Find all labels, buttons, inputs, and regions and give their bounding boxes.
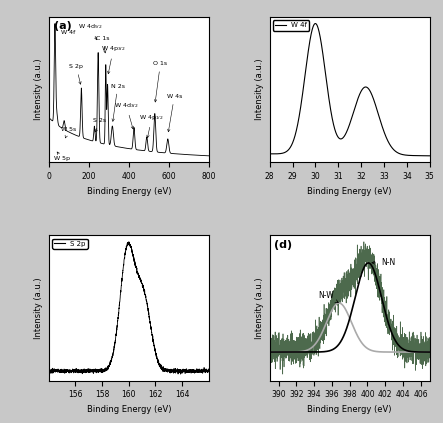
Text: (c): (c)	[54, 239, 70, 250]
Text: O 1s: O 1s	[153, 61, 167, 102]
Text: W 4p$_{1/2}$: W 4p$_{1/2}$	[140, 113, 164, 138]
Text: (a): (a)	[54, 21, 71, 31]
Text: W 4d$_{3/2}$: W 4d$_{3/2}$	[114, 102, 139, 129]
Text: W 5p: W 5p	[54, 152, 70, 162]
X-axis label: Binding Energy (eV): Binding Energy (eV)	[307, 187, 392, 196]
Text: W 4f: W 4f	[61, 30, 75, 35]
Y-axis label: Intensity (a.u.): Intensity (a.u.)	[34, 277, 43, 339]
X-axis label: Binding Energy (eV): Binding Energy (eV)	[86, 187, 171, 196]
Text: W 5s: W 5s	[61, 126, 76, 138]
Y-axis label: Intensity (a.u.): Intensity (a.u.)	[34, 59, 43, 121]
Text: (b): (b)	[274, 21, 292, 31]
Legend: W 4f: W 4f	[273, 20, 309, 30]
Text: S 2p: S 2p	[70, 64, 83, 84]
Text: W 4d$_{5/2}$: W 4d$_{5/2}$	[78, 23, 103, 40]
X-axis label: Binding Energy (eV): Binding Energy (eV)	[307, 405, 392, 414]
Legend: S 2p: S 2p	[52, 239, 88, 249]
Text: N 2s: N 2s	[111, 83, 125, 121]
Text: N-N: N-N	[372, 258, 395, 266]
X-axis label: Binding Energy (eV): Binding Energy (eV)	[86, 405, 171, 414]
Text: N-W: N-W	[319, 291, 338, 302]
Text: (d): (d)	[274, 239, 292, 250]
Text: C 1s: C 1s	[96, 36, 110, 53]
Text: S 2s: S 2s	[93, 118, 106, 132]
Y-axis label: Intensity (a.u.): Intensity (a.u.)	[255, 277, 264, 339]
Text: W 4s: W 4s	[167, 94, 182, 132]
Text: W 4p$_{3/2}$: W 4p$_{3/2}$	[101, 45, 126, 74]
Y-axis label: Intensity (a.u.): Intensity (a.u.)	[255, 59, 264, 121]
